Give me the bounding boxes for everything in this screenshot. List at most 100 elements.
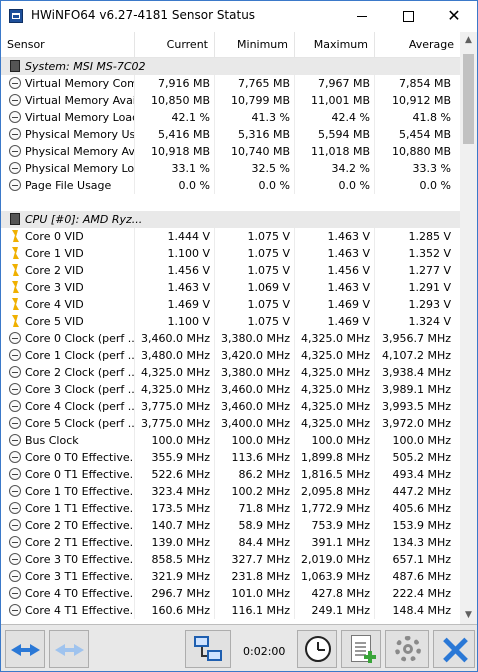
average-value: 7,854 MB	[398, 77, 451, 90]
table-row[interactable]: Core 4 VID 1.469 V 1.075 V 1.469 V 1.293 V	[1, 296, 460, 313]
window-title: HWiNFO64 v6.27-4181 Sensor Status	[31, 8, 256, 22]
gauge-icon	[9, 417, 21, 429]
maximum-value: 249.1 MHz	[295, 602, 375, 619]
sensor-label: Core 2 T1 Effective...	[1, 534, 135, 551]
vertical-scrollbar[interactable]: ▲ ▼	[460, 32, 477, 624]
table-row[interactable]: Core 3 Clock (perf ... 4,325.0 MHz 3,460.0…	[1, 381, 460, 398]
sensor-group-row[interactable]: System: MSI MS-7C02	[1, 58, 460, 75]
logging-button[interactable]	[341, 630, 381, 668]
maximum-value: 4,325.0 MHz	[295, 364, 375, 381]
table-row[interactable]: Page File Usage 0.0 % 0.0 % 0.0 % 0.0 %	[1, 177, 460, 194]
current-value: 3,480.0 MHz	[135, 347, 215, 364]
table-row[interactable]: Core 4 Clock (perf ... 3,775.0 MHz 3,460.0…	[1, 398, 460, 415]
switch-view-alt-button[interactable]	[49, 630, 89, 668]
scroll-down-arrow-icon[interactable]: ▼	[465, 610, 472, 620]
table-row[interactable]: Core 1 T1 Effective... 173.5 MHz 71.8 MHz 1…	[1, 500, 460, 517]
table-row[interactable]: Core 4 T0 Effective... 296.7 MHz 101.0 MHz…	[1, 585, 460, 602]
gauge-icon	[9, 162, 21, 174]
table-row[interactable]: Core 5 Clock (perf ... 3,775.0 MHz 3,400.0…	[1, 415, 460, 432]
chip-icon	[10, 213, 20, 225]
current-value: 296.7 MHz	[135, 585, 215, 602]
table-row[interactable]: Physical Memory Used5,416 MB5,316 MB5,59…	[1, 126, 460, 143]
table-row[interactable]: Core 4 T1 Effective... 160.6 MHz 116.1 MHz…	[1, 602, 460, 619]
table-header: Sensor Current Minimum Maximum Average	[1, 32, 460, 58]
maximum-value: 2,019.0 MHz	[295, 551, 375, 568]
maximum-value: 1.469 V	[295, 313, 375, 330]
maximum-value: 4,325.0 MHz	[295, 381, 375, 398]
reset-timer-button[interactable]	[297, 630, 337, 668]
scroll-thumb[interactable]	[463, 54, 474, 144]
table-row[interactable]: Virtual Memory Avai... 10,850 MB 10,799 MB…	[1, 92, 460, 109]
average-value: 41.8 %	[412, 111, 451, 124]
column-header-sensor[interactable]: Sensor	[1, 32, 135, 57]
minimum-value: 41.3 %	[215, 109, 295, 126]
average-value: 3,938.4 MHz	[381, 366, 451, 379]
maximum-value: 0.0 %	[295, 177, 375, 194]
table-row[interactable]: Core 0 T1 Effective... 522.6 MHz 86.2 MHz 1…	[1, 466, 460, 483]
table-row[interactable]: Core 1 T0 Effective... 323.4 MHz 100.2 MHz…	[1, 483, 460, 500]
current-value: 10,850 MB	[135, 92, 215, 109]
sensor-label: Core 0 VID	[1, 228, 135, 245]
voltage-bolt-icon	[9, 315, 21, 327]
current-value: 4,325.0 MHz	[135, 381, 215, 398]
gauge-icon	[9, 587, 21, 599]
table-row[interactable]: Bus Clock 100.0 MHz 100.0 MHz 100.0 MHz 100.…	[1, 432, 460, 449]
table-row[interactable]: Core 0 VID 1.444 V 1.075 V 1.463 V 1.285 V	[1, 228, 460, 245]
sensor-label: Bus Clock	[1, 432, 135, 449]
title-bar[interactable]: HWiNFO64 v6.27-4181 Sensor Status ✕	[1, 1, 477, 31]
gauge-icon	[9, 570, 21, 582]
table-row[interactable]: Core 3 VID 1.463 V 1.069 V 1.463 V 1.291 V	[1, 279, 460, 296]
table-row[interactable]: Core 3 T1 Effective... 321.9 MHz 231.8 MHz…	[1, 568, 460, 585]
current-value: 321.9 MHz	[135, 568, 215, 585]
gauge-icon	[9, 400, 21, 412]
table-row[interactable]: Physical Memory Load33.1 %32.5 %34.2 % 33…	[1, 160, 460, 177]
table-row[interactable]: Virtual Memory Com...7,916 MB7,765 MB7,9…	[1, 75, 460, 92]
table-row[interactable]: Core 1 VID 1.100 V 1.075 V 1.463 V 1.352 V	[1, 245, 460, 262]
table-row[interactable]: Core 1 Clock (perf ... 3,480.0 MHz 3,420.0…	[1, 347, 460, 364]
minimize-button[interactable]	[339, 1, 385, 31]
table-row[interactable]: Core 2 VID 1.456 V 1.075 V 1.456 V 1.277 V	[1, 262, 460, 279]
column-header-average[interactable]: Average	[408, 38, 454, 51]
sensor-label: Core 4 VID	[1, 296, 135, 313]
maximum-value: 1.463 V	[295, 279, 375, 296]
close-sensors-button[interactable]	[433, 630, 475, 668]
sensor-group-row[interactable]: CPU [#0]: AMD Ryz...	[1, 211, 460, 228]
column-header-minimum[interactable]: Minimum	[215, 32, 295, 57]
scroll-up-arrow-icon[interactable]: ▲	[465, 35, 472, 45]
current-value: 4,325.0 MHz	[135, 364, 215, 381]
gauge-icon	[9, 179, 21, 191]
sensor-label: Core 4 T1 Effective...	[1, 602, 135, 619]
current-value: 0.0 %	[135, 177, 215, 194]
current-value: 1.100 V	[135, 245, 215, 262]
minimum-value: 3,380.0 MHz	[215, 364, 295, 381]
table-row[interactable]: Core 3 T0 Effective... 858.5 MHz 327.7 MHz…	[1, 551, 460, 568]
maximum-value: 1.463 V	[295, 245, 375, 262]
close-icon: ✕	[447, 6, 461, 25]
table-row[interactable]: Core 2 Clock (perf ... 4,325.0 MHz 3,380.0…	[1, 364, 460, 381]
minimum-value: 1.075 V	[215, 262, 295, 279]
table-row[interactable]: Core 2 T1 Effective... 139.0 MHz 84.4 MHz 3…	[1, 534, 460, 551]
maximum-value: 100.0 MHz	[295, 432, 375, 449]
table-row[interactable]: Core 0 Clock (perf ... 3,460.0 MHz 3,380.0…	[1, 330, 460, 347]
column-header-current[interactable]: Current	[135, 32, 215, 57]
settings-button[interactable]	[385, 630, 429, 668]
average-value: 148.4 MHz	[392, 604, 451, 617]
close-window-button[interactable]: ✕	[431, 1, 477, 31]
minimum-value: 3,460.0 MHz	[215, 381, 295, 398]
maximize-button[interactable]	[385, 1, 431, 31]
minimum-value: 1.075 V	[215, 296, 295, 313]
table-row[interactable]: Physical Memory Av... 10,918 MB 10,740 MB 1…	[1, 143, 460, 160]
sensor-label: Core 4 Clock (perf ...	[1, 398, 135, 415]
column-header-maximum[interactable]: Maximum	[295, 32, 375, 57]
switch-view-button[interactable]	[5, 630, 45, 668]
minimum-value: 32.5 %	[215, 160, 295, 177]
table-row[interactable]: Core 2 T0 Effective... 140.7 MHz 58.9 MHz 7…	[1, 517, 460, 534]
current-value: 858.5 MHz	[135, 551, 215, 568]
sensor-label: Core 2 T0 Effective...	[1, 517, 135, 534]
current-value: 3,460.0 MHz	[135, 330, 215, 347]
table-row[interactable]: Core 0 T0 Effective... 355.9 MHz 113.6 MHz…	[1, 449, 460, 466]
table-row[interactable]: Core 5 VID 1.100 V 1.075 V 1.469 V 1.324 V	[1, 313, 460, 330]
network-button[interactable]	[185, 630, 231, 668]
table-row[interactable]: Virtual Memory Load 42.1 % 41.3 % 42.4 % 41.…	[1, 109, 460, 126]
minimum-value: 7,765 MB	[215, 75, 295, 92]
